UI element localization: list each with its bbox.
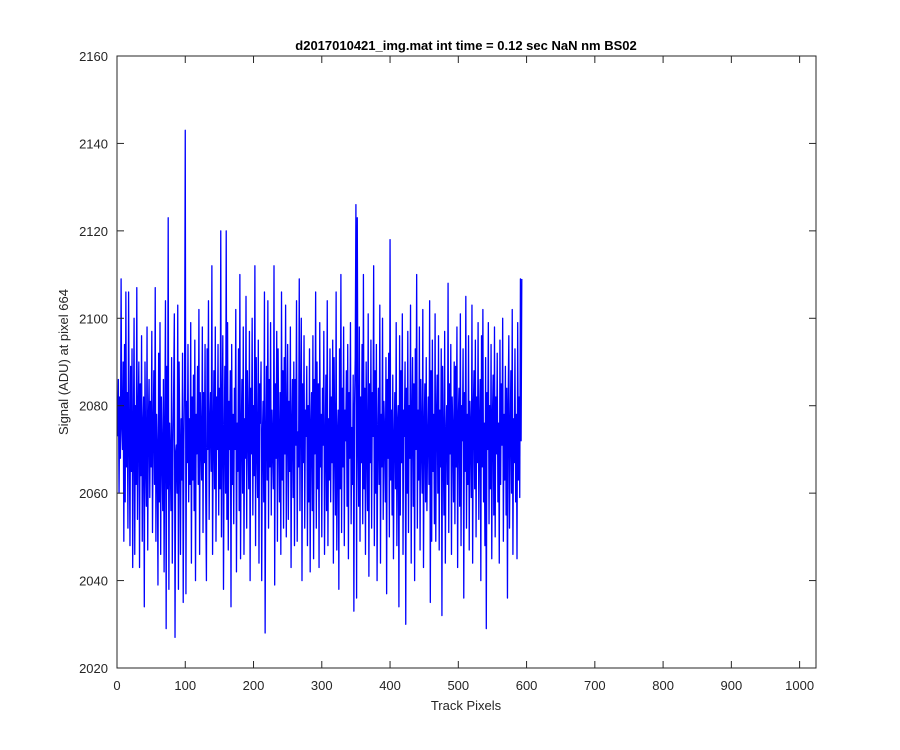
x-tick-label: 900 (721, 678, 743, 693)
x-tick-label: 0 (113, 678, 120, 693)
x-axis: 0 100 200 300 400 500 600 700 800 900 1000 (113, 56, 814, 693)
x-tick-label: 300 (311, 678, 333, 693)
y-axis: 2020 2040 2060 2080 2100 2120 2140 2160 (79, 49, 816, 676)
x-tick-label: 200 (243, 678, 265, 693)
chart-title: d2017010421_img.mat int time = 0.12 sec … (295, 38, 636, 53)
y-tick-label: 2080 (79, 399, 108, 414)
y-tick-label: 2020 (79, 661, 108, 676)
series-layer (117, 129, 523, 639)
x-tick-label: 700 (584, 678, 606, 693)
y-tick-label: 2100 (79, 311, 108, 326)
x-tick-label: 500 (447, 678, 469, 693)
axes-box (116, 55, 817, 669)
y-tick-label: 2060 (79, 486, 108, 501)
y-tick-label: 2120 (79, 224, 108, 239)
x-tick-label: 800 (652, 678, 674, 693)
y-axis-label: Signal (ADU) at pixel 664 (56, 289, 71, 435)
x-tick-label: 400 (379, 678, 401, 693)
series-line-1 (117, 129, 523, 639)
x-tick-label: 1000 (785, 678, 814, 693)
x-tick-label: 100 (174, 678, 196, 693)
y-tick-label: 2140 (79, 136, 108, 151)
y-tick-label: 2160 (79, 49, 108, 64)
x-axis-label: Track Pixels (431, 698, 502, 713)
y-tick-label: 2040 (79, 574, 108, 589)
x-tick-label: 600 (516, 678, 538, 693)
